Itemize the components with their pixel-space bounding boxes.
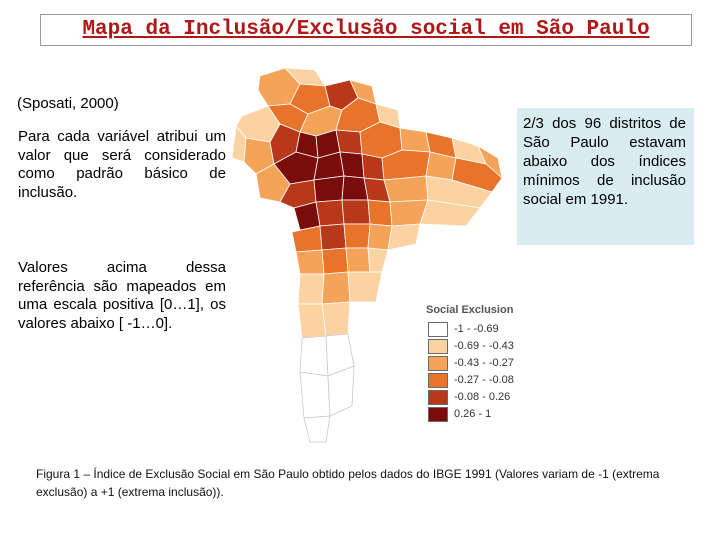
district [425,175,493,209]
district [295,249,325,275]
legend-swatch [428,322,448,337]
legend-item: -1 - -0.69 [428,322,552,338]
district [387,223,421,251]
paragraph-scale: Valores acima dessa referência são mapea… [18,259,226,332]
district [297,273,325,305]
legend-item: -0.43 - -0.27 [428,356,552,372]
sao-paulo-district-map [231,67,503,443]
district [315,199,345,227]
figure-caption: Figura 1 – Índice de Exclusão Social em … [36,467,660,499]
paragraph-baseline: Para cada variável atribui um valor que … [18,128,226,201]
legend-label: -0.27 - -0.08 [454,374,514,386]
legend-swatch [428,407,448,422]
district [321,247,349,275]
legend-label: -0.69 - -0.43 [454,340,514,352]
district [339,151,365,179]
legend-item: -0.27 - -0.08 [428,373,552,389]
district [335,129,363,155]
legend-item: -0.08 - 0.26 [428,390,552,406]
district [361,153,385,181]
legend-label: -1 - -0.69 [454,323,499,335]
district [345,247,371,273]
district [341,199,371,225]
district [299,371,331,419]
legend-swatch [428,356,448,371]
district [291,225,323,253]
slide-title: Mapa da Inclusão/Exclusão social em São … [40,14,692,46]
legend-swatch [428,339,448,354]
legend-title: Social Exclusion [426,304,514,316]
legend-swatch [428,390,448,405]
district [367,199,393,227]
legend-label: -0.08 - 0.26 [454,391,511,403]
district [321,271,351,305]
district [297,303,327,339]
district [383,175,429,203]
district [313,175,345,203]
district [343,223,371,249]
citation: (Sposati, 2000) [17,95,119,112]
legend-item: 0.26 - 1 [428,407,552,423]
legend-item: -0.69 - -0.43 [428,339,552,355]
legend-swatch [428,373,448,388]
legend-label: 0.26 - 1 [454,408,492,420]
district [327,365,355,417]
district [303,415,331,443]
highlight-note: 2/3 dos 96 distritos de São Paulo estava… [517,108,694,245]
district [347,271,383,303]
district [419,199,481,227]
district [319,223,347,251]
legend-label: -0.43 - -0.27 [454,357,514,369]
district [299,335,329,377]
legend: Social Exclusion -1 - -0.69 -0.69 - -0.4… [420,298,552,430]
district [321,301,351,337]
district [399,127,431,153]
district [367,247,389,273]
